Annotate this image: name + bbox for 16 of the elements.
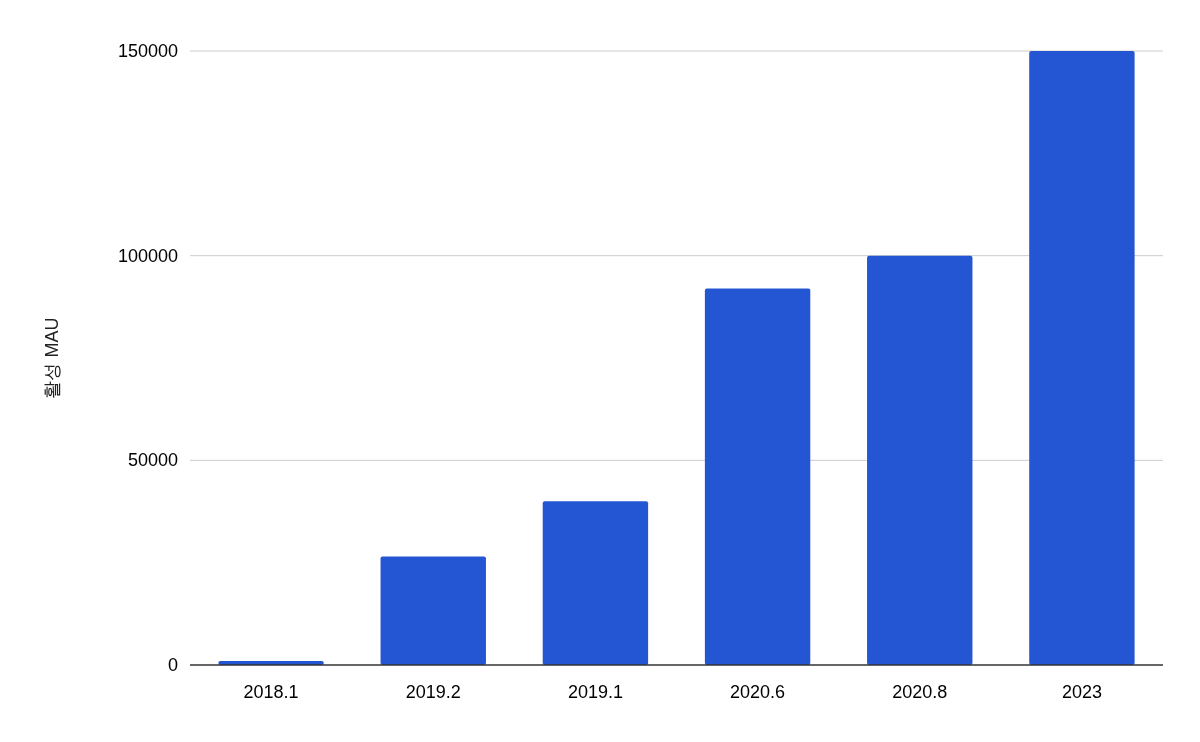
bar <box>1029 51 1135 665</box>
y-tick-label: 100000 <box>117 245 178 266</box>
y-tick-label: 0 <box>167 655 178 675</box>
y-axis-title: 활성 MAU <box>42 317 62 399</box>
x-tick-label: 2018.1 <box>243 682 299 702</box>
y-tick-label: 150000 <box>117 41 178 61</box>
x-tick-label: 2019.1 <box>567 682 623 702</box>
bar <box>380 556 486 665</box>
y-tick-label: 50000 <box>127 450 178 471</box>
bar <box>704 288 811 665</box>
bar <box>867 255 973 665</box>
x-tick-label: 2019.2 <box>405 682 461 702</box>
x-tick-label: 2023 <box>1061 682 1102 702</box>
x-tick-label: 2020.8 <box>892 682 948 702</box>
x-tick-label: 2020.6 <box>730 682 786 702</box>
bar <box>542 501 649 665</box>
